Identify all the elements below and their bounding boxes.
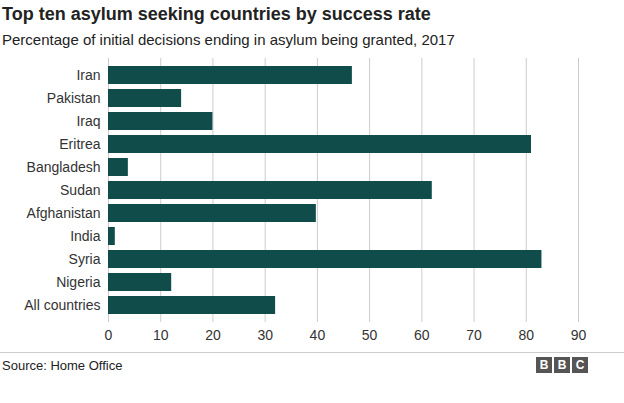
- svg-text:Sudan: Sudan: [60, 182, 100, 198]
- html-text:B: B: [557, 358, 567, 372]
- svg-text:Afghanistan: Afghanistan: [27, 205, 101, 221]
- html-text:Source: Home Office: Source: Home Office: [2, 357, 123, 373]
- html-text:C: C: [575, 358, 585, 372]
- svg-text:Nigeria: Nigeria: [56, 274, 101, 290]
- svg-text:0: 0: [105, 327, 113, 343]
- svg-text:Bangladesh: Bangladesh: [27, 159, 101, 175]
- svg-text:Eritrea: Eritrea: [59, 136, 100, 152]
- svg-text:All countries: All countries: [24, 297, 100, 313]
- svg-text:90: 90: [571, 327, 587, 343]
- svg-text:Syria: Syria: [69, 251, 101, 267]
- svg-text:Pakistan: Pakistan: [47, 90, 101, 106]
- svg-text:20: 20: [205, 327, 221, 343]
- html-text:Top ten asylum seeking countri: Top ten asylum seeking countries by succ…: [2, 4, 431, 24]
- svg-text:10: 10: [153, 327, 169, 343]
- svg-text:Iraq: Iraq: [76, 113, 100, 129]
- svg-text:60: 60: [414, 327, 430, 343]
- svg-text:40: 40: [310, 327, 326, 343]
- html-text:B: B: [539, 358, 549, 372]
- svg-text:Iran: Iran: [76, 67, 100, 83]
- svg-text:30: 30: [257, 327, 273, 343]
- svg-text:80: 80: [518, 327, 534, 343]
- svg-text:70: 70: [466, 327, 482, 343]
- html-text:Percentage of initial decision: Percentage of initial decisions ending i…: [2, 31, 455, 48]
- svg-text:50: 50: [362, 327, 378, 343]
- svg-text:India: India: [70, 228, 101, 244]
